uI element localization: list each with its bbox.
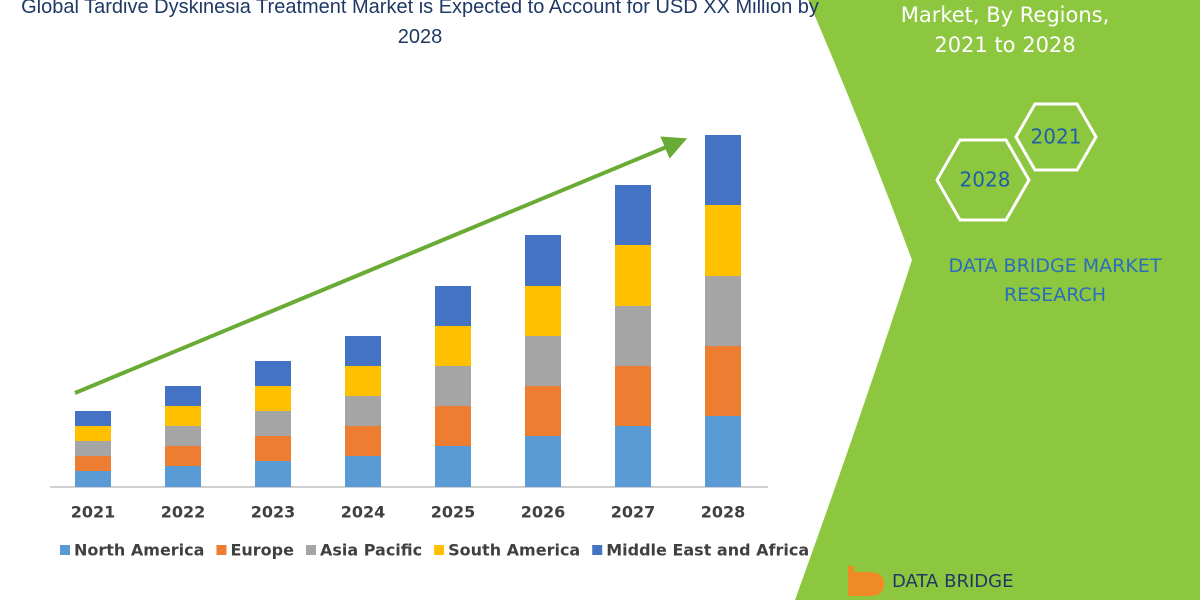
x-tick-label: 2024 xyxy=(341,503,386,522)
bar-segment xyxy=(615,306,651,366)
bar-segment xyxy=(345,396,381,426)
hexagon-label: 2028 xyxy=(960,168,1011,192)
bar-segment xyxy=(615,426,651,487)
bar-segment xyxy=(705,416,741,487)
panel-heading: Market, By Regions, xyxy=(901,3,1110,27)
bar-segment xyxy=(435,446,471,487)
bar-segment xyxy=(705,276,741,346)
x-tick-label: 2025 xyxy=(431,503,476,522)
bar-segment xyxy=(435,406,471,446)
bar-segment xyxy=(525,286,561,336)
x-tick-label: 2026 xyxy=(521,503,566,522)
hexagon xyxy=(1014,102,1098,172)
legend-swatch xyxy=(592,545,603,555)
bar-segment xyxy=(435,326,471,366)
bar-segment xyxy=(255,386,291,411)
hexagon-label: 2021 xyxy=(1031,125,1082,149)
bar-segment xyxy=(615,185,651,245)
bar-segment xyxy=(345,366,381,396)
legend-swatch xyxy=(60,545,70,555)
x-tick-label: 2021 xyxy=(71,503,116,522)
bar-segment xyxy=(165,426,201,446)
chart-title: Global Tardive Dyskinesia Treatment Mark… xyxy=(21,0,819,48)
x-tick-label: 2028 xyxy=(701,503,746,522)
bar-segment xyxy=(435,366,471,406)
logo-icon xyxy=(848,566,884,596)
legend-swatch xyxy=(305,545,316,555)
bar-segment xyxy=(435,286,471,326)
legend-label: North America xyxy=(74,541,204,560)
bar-segment xyxy=(525,336,561,386)
bar-segment xyxy=(165,406,201,426)
bar-segment xyxy=(255,436,291,461)
bar-segment xyxy=(615,245,651,306)
legend-label: Middle East and Africa xyxy=(606,541,809,560)
bar-segment xyxy=(75,411,111,426)
bar-segment xyxy=(255,361,291,386)
x-tick-label: 2027 xyxy=(611,503,656,522)
bar-segment xyxy=(165,386,201,406)
hexagon xyxy=(935,138,1031,222)
bar-segment xyxy=(345,336,381,366)
bar-segment xyxy=(705,135,741,205)
bar-segment xyxy=(345,456,381,487)
bar-segment xyxy=(705,205,741,276)
side-panel xyxy=(795,0,1200,600)
bar-segment xyxy=(255,411,291,436)
bar-segment xyxy=(75,426,111,441)
legend-label: South America xyxy=(448,541,580,560)
bar-segment xyxy=(525,436,561,487)
legend-swatch xyxy=(434,545,445,555)
x-tick-label: 2023 xyxy=(251,503,296,522)
trend-arrow xyxy=(74,136,688,395)
bar-segment xyxy=(345,426,381,456)
bar-segment xyxy=(75,456,111,471)
bar-segment xyxy=(255,461,291,487)
logo-text: DATA BRIDGE xyxy=(892,571,1013,592)
legend-swatch xyxy=(216,545,227,555)
brand: DATA BRIDGE MARKET RESEARCH xyxy=(948,255,1162,306)
legend-label: Europe xyxy=(230,541,294,560)
bar-segment xyxy=(75,471,111,487)
bar-segment xyxy=(615,366,651,426)
brand-box: DATA BRIDGE MARKET RESEARCH xyxy=(948,255,1162,306)
bar-segment xyxy=(165,446,201,466)
panel-heading: 2021 to 2028 xyxy=(934,33,1075,57)
legend-label: Asia Pacific xyxy=(320,541,422,560)
bar-segment xyxy=(525,235,561,286)
bar-segment xyxy=(525,386,561,436)
bar-segment xyxy=(705,346,741,416)
bar-segment xyxy=(75,441,111,456)
bar-segment xyxy=(165,466,201,487)
x-tick-label: 2022 xyxy=(161,503,206,522)
